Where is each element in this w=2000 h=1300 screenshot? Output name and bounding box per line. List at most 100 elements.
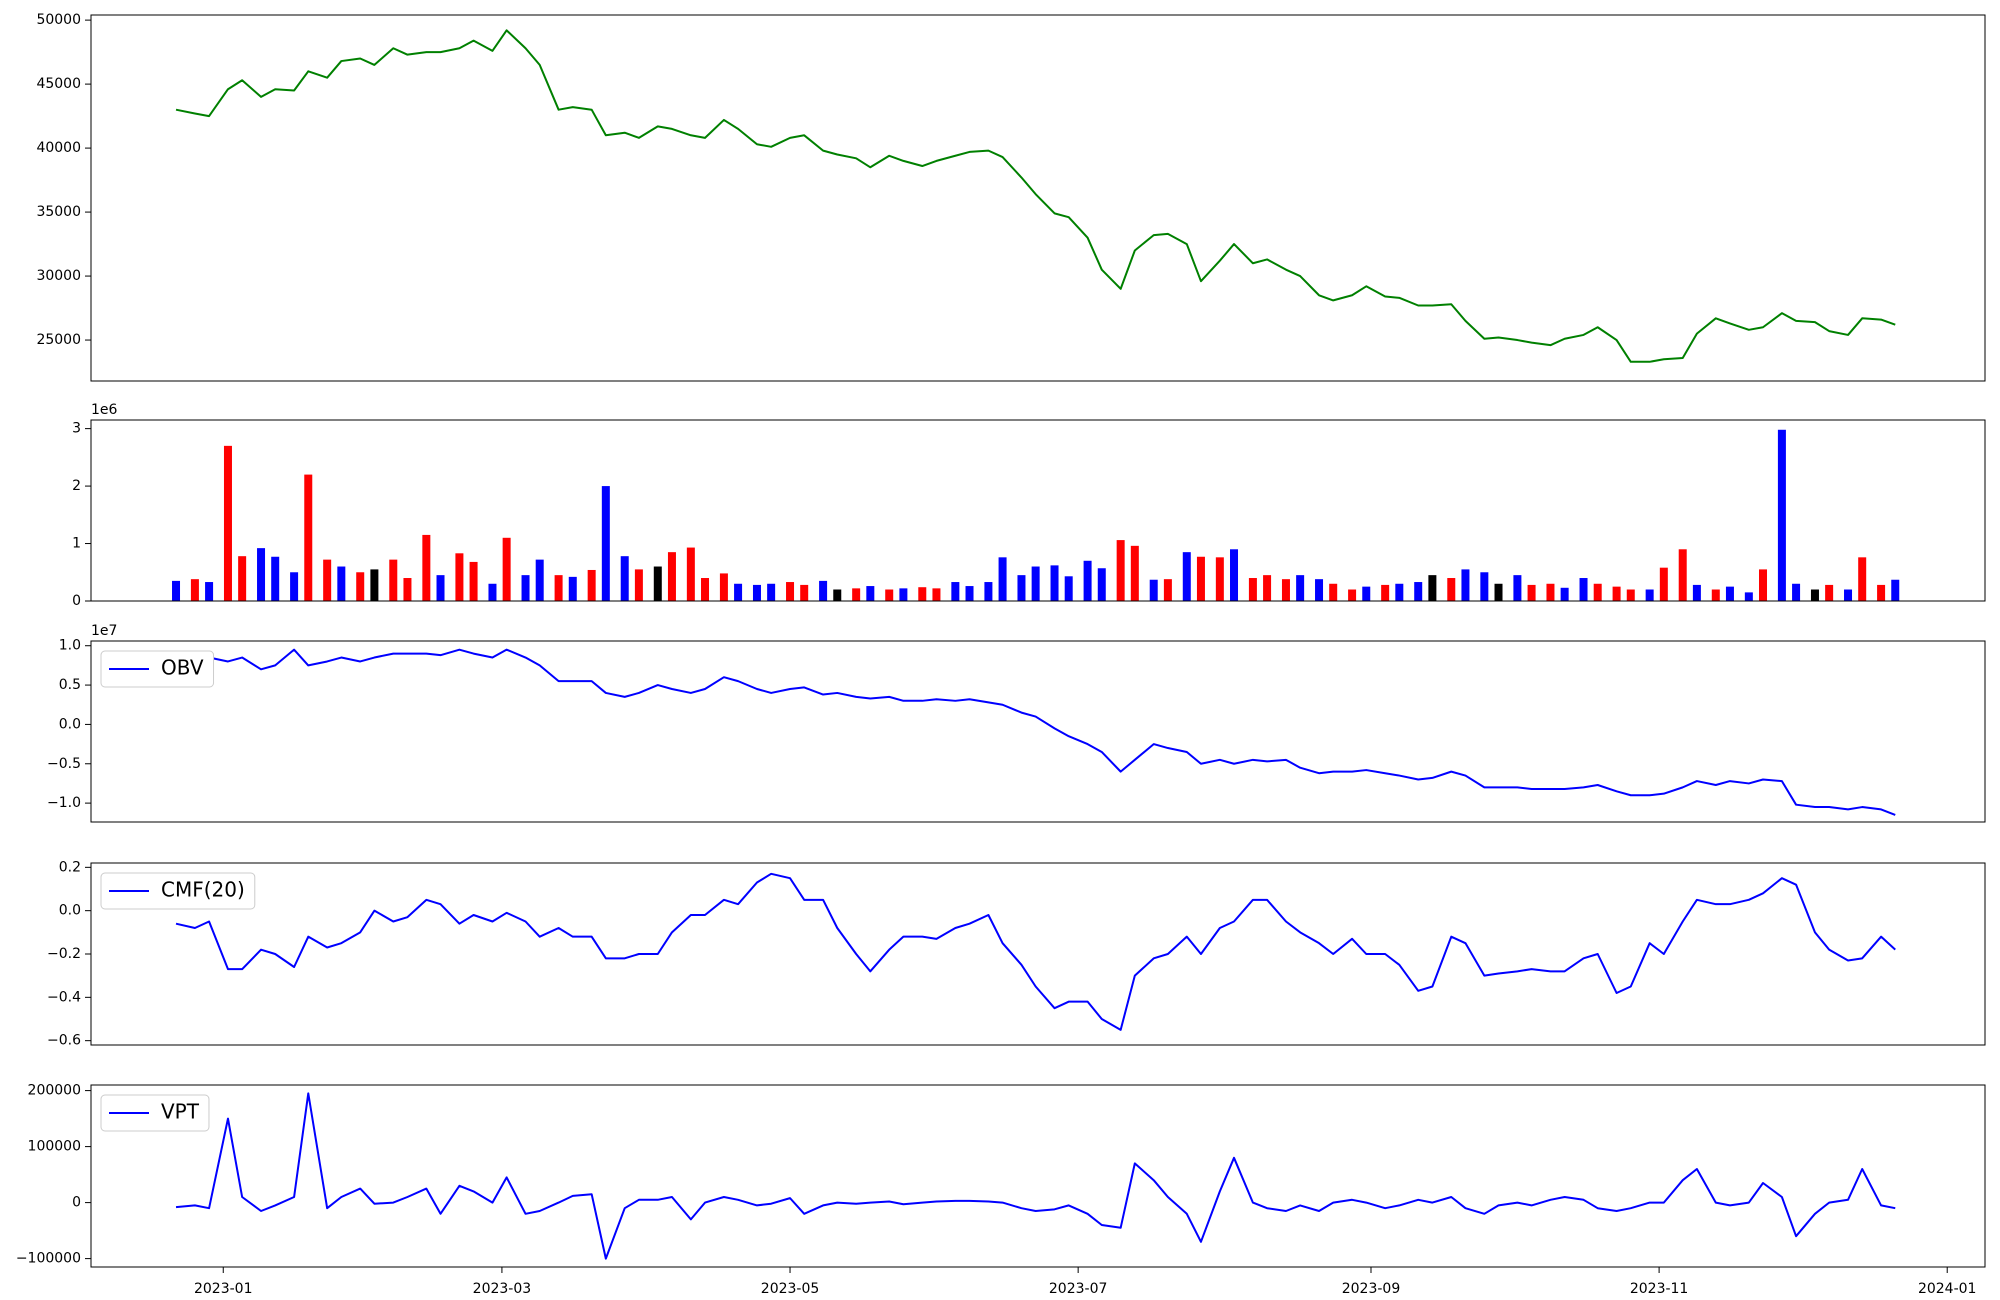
volume-bar [918,587,927,601]
y-tick-label: −0.4 [47,989,81,1005]
volume-bar [257,548,266,601]
volume-bar [1031,566,1040,601]
volume-bar [1149,579,1158,601]
volume-bar [998,557,1007,601]
volume-bar [1494,583,1503,601]
axes-frame [90,862,1986,1046]
volume-bar [1858,557,1867,601]
volume-bar [271,556,280,601]
axes-frame [90,419,1986,602]
y-tick-label: 1 [72,536,81,552]
legend-box [100,1094,210,1132]
volume-bar [1612,586,1621,601]
volume-bar [734,583,743,601]
volume-bar [833,589,842,601]
volume-bar [965,586,974,601]
volume-bar [1064,576,1073,601]
y-tick-label: 35000 [36,204,81,220]
volume-bar [1546,583,1555,601]
volume-bar [800,584,809,601]
y-tick-label: −0.6 [47,1033,81,1049]
volume-bar [205,582,214,601]
x-tick-label: 2023-11 [1630,1281,1689,1297]
volume-bar [1395,583,1404,601]
legend-label: VPT [161,1100,200,1124]
y-tick-label: −0.2 [47,946,81,962]
axis-offset-label: 1e7 [91,623,117,639]
y-tick-label: 40000 [36,140,81,156]
volume-bar [1759,569,1768,601]
series-line [175,1092,1896,1260]
axis-offset-label: 1e6 [91,402,118,418]
volume-bar [1645,589,1654,601]
panel: 0 1 2 3 1e6 [72,402,1986,609]
volume-bar [1083,560,1092,601]
volume-bar [1130,545,1139,601]
volume-bar [634,569,643,601]
volume-bar [1744,592,1753,601]
volume-bar [1513,575,1522,601]
volume-bar [1527,584,1536,601]
volume-bar [866,586,875,601]
volume-bar [1792,583,1801,601]
volume-bar [1659,567,1668,601]
x-tick-label: 2023-09 [1342,1281,1401,1297]
volume-bar [1480,572,1489,601]
volume-bar [1097,568,1106,601]
y-tick-label: 0.5 [59,677,81,693]
volume-bar [686,547,695,601]
volume-bar [932,588,941,601]
y-tick-label: 3 [72,421,81,437]
y-tick-label: 45000 [36,76,81,92]
volume-bar [819,580,828,601]
volume-bar [1626,589,1635,601]
y-tick-label: 0 [72,593,81,609]
y-tick-label: 0.2 [59,859,81,875]
volume-bar [1348,589,1357,601]
legend: VPT [100,1094,210,1132]
axes-frame [90,14,1986,382]
legend-box [100,650,215,688]
volume-bar [1414,582,1423,601]
legend: CMF(20) [100,872,256,910]
x-tick-label: 2023-01 [194,1281,253,1297]
x-tick-label: 2023-03 [473,1281,532,1297]
y-tick-label: 0 [72,1195,81,1211]
legend-box [100,872,256,910]
volume-bar [1182,552,1191,601]
volume-bar [1263,575,1272,601]
volume-bar [1891,579,1900,601]
volume-bar [422,534,431,601]
volume-bar [1329,583,1338,601]
y-tick-label: 0.0 [59,903,81,919]
y-tick-label: 30000 [36,268,81,284]
panel: −0.6 −0.4 −0.2 0.0 0.2 CMF(20) [47,859,1986,1049]
legend-label: OBV [161,656,204,680]
panel: −100000 0 100000 200000 VPT 2023-01 2023-03 202… [16,1083,1986,1297]
volume-bar [1362,586,1371,601]
volume-bar [601,486,610,601]
volume-bar [752,584,761,601]
volume-bar [488,583,497,601]
volume-bar [403,578,412,601]
panel: −1.0 −0.5 0.0 0.5 1.0 1e7 OBV [47,623,1986,823]
volume-bar [1844,589,1853,601]
volume-bar [620,556,629,601]
volume-bar [1248,578,1257,601]
y-tick-label: −100000 [16,1251,81,1267]
series-line [175,648,1896,816]
volume-bar [172,580,181,601]
volume-bar [1877,584,1886,601]
y-tick-label: 2 [72,478,81,494]
y-tick-label: 100000 [28,1139,81,1155]
volume-bar [587,569,596,601]
volume-bar [885,589,894,601]
legend: OBV [100,650,215,688]
x-tick-label: 2023-07 [1049,1281,1108,1297]
volume-bar [190,579,199,601]
x-tick-label: 2023-05 [761,1281,820,1297]
volume-bar [1461,569,1470,601]
volume-bar [1678,549,1687,601]
volume-bar [852,588,861,601]
volume-bar [1230,549,1239,601]
